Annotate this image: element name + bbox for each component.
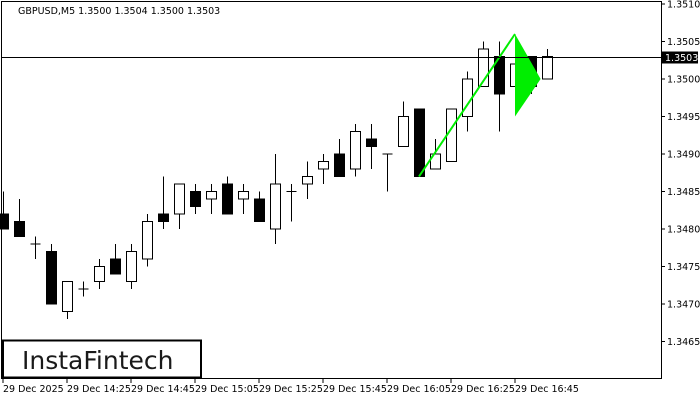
- candle: [414, 108, 425, 177]
- candle: [78, 281, 89, 297]
- candle-body-bear: [366, 138, 377, 147]
- candle: [398, 101, 409, 147]
- x-tick-label: 29 Dec 16:25: [451, 384, 515, 395]
- candle-body-bull: [430, 153, 441, 170]
- x-tick-label: 29 Dec 16:45: [515, 384, 579, 395]
- candle-body-bear: [158, 213, 169, 222]
- candle-body-bear: [190, 191, 201, 207]
- x-tick-label: 29 Dec 14:25: [67, 384, 131, 395]
- y-tick-label: 1.3470: [667, 300, 700, 311]
- candle: [30, 236, 41, 259]
- candle: [46, 244, 57, 305]
- candle-body-bear: [414, 108, 425, 177]
- y-tick-label: 1.3475: [667, 262, 700, 273]
- candle-body-bull: [238, 191, 249, 200]
- plot-frame: [1, 1, 662, 379]
- candle: [270, 154, 281, 244]
- candle-body-bear: [0, 213, 9, 230]
- pennant-flag: [515, 34, 541, 117]
- candle: [0, 191, 9, 230]
- logo-text: InstaFintech: [22, 346, 174, 375]
- x-tick-label: 29 Dec 2025: [3, 384, 64, 395]
- y-tick-label: 1.3505: [667, 37, 700, 48]
- logo: InstaFintech: [2, 339, 202, 379]
- candle: [142, 214, 153, 267]
- candle-body-bear: [14, 221, 25, 237]
- candle: [350, 124, 361, 177]
- candle: [254, 191, 265, 222]
- candle: [286, 184, 297, 222]
- candle-body-bull: [206, 191, 217, 200]
- y-tick-label: 1.3485: [667, 187, 700, 198]
- candle: [334, 139, 345, 177]
- x-tick-label: 29 Dec 14:45: [131, 384, 195, 395]
- candle: [158, 176, 169, 229]
- candle: [542, 49, 553, 80]
- y-tick-label: 1.3510: [667, 0, 700, 11]
- candle: [126, 244, 137, 289]
- candle-body-bull: [350, 131, 361, 170]
- y-tick-label: 1.3490: [667, 150, 700, 161]
- x-axis: 29 Dec 2025 29 Dec 14:25 29 Dec 14:45 29 De…: [2, 378, 579, 395]
- candle-body-bear: [254, 198, 265, 222]
- current-price-label: 1.3503: [665, 53, 698, 64]
- candle-body-bull: [62, 281, 73, 312]
- candle: [94, 259, 105, 289]
- candle-body-bull: [446, 108, 457, 162]
- candle: [190, 184, 201, 214]
- candle: [366, 124, 377, 169]
- candle: [14, 199, 25, 237]
- candle-body-bull: [142, 221, 153, 260]
- candle: [446, 108, 457, 162]
- candle: [430, 139, 441, 170]
- candle-body-bull: [542, 56, 553, 80]
- candle-body-bull: [126, 251, 137, 282]
- y-axis: 1.3510 1.3505 1.3500 1.3495 1.3490 1.3485 1.34…: [661, 0, 700, 348]
- candle-body-bear: [222, 183, 233, 215]
- current-price-box: [662, 51, 698, 64]
- x-tick-label: 29 Dec 15:45: [323, 384, 387, 395]
- candle-body-bull: [398, 116, 409, 147]
- candle: [206, 184, 217, 214]
- chart-title: GBPUSD,M5 1.3500 1.3504 1.3500 1.3503: [18, 6, 220, 17]
- candle-body-bull: [174, 183, 185, 215]
- candle: [62, 281, 73, 319]
- candle: [174, 183, 185, 229]
- candle: [382, 153, 393, 192]
- candle: [302, 161, 313, 199]
- candle: [222, 176, 233, 215]
- candle: [110, 244, 121, 275]
- candle: [318, 154, 329, 184]
- y-tick-label: 1.3465: [667, 337, 700, 348]
- y-tick-label: 1.3480: [667, 225, 700, 236]
- candle-body-bear: [110, 258, 121, 275]
- x-tick-label: 29 Dec 15:05: [195, 384, 259, 395]
- candle-body-bear: [334, 153, 345, 177]
- candle-body-bull: [270, 183, 281, 230]
- candle: [238, 184, 249, 214]
- candle-body-bull: [94, 266, 105, 282]
- x-tick-label: 29 Dec 16:05: [387, 384, 451, 395]
- y-tick-label: 1.3495: [667, 112, 700, 123]
- y-tick-label: 1.3500: [667, 75, 700, 86]
- candle-body-bear: [46, 251, 57, 305]
- candle-body-bull: [318, 161, 329, 170]
- candle-body-bull: [478, 48, 489, 87]
- x-tick-label: 29 Dec 15:25: [259, 384, 323, 395]
- candle-body-bull: [302, 176, 313, 185]
